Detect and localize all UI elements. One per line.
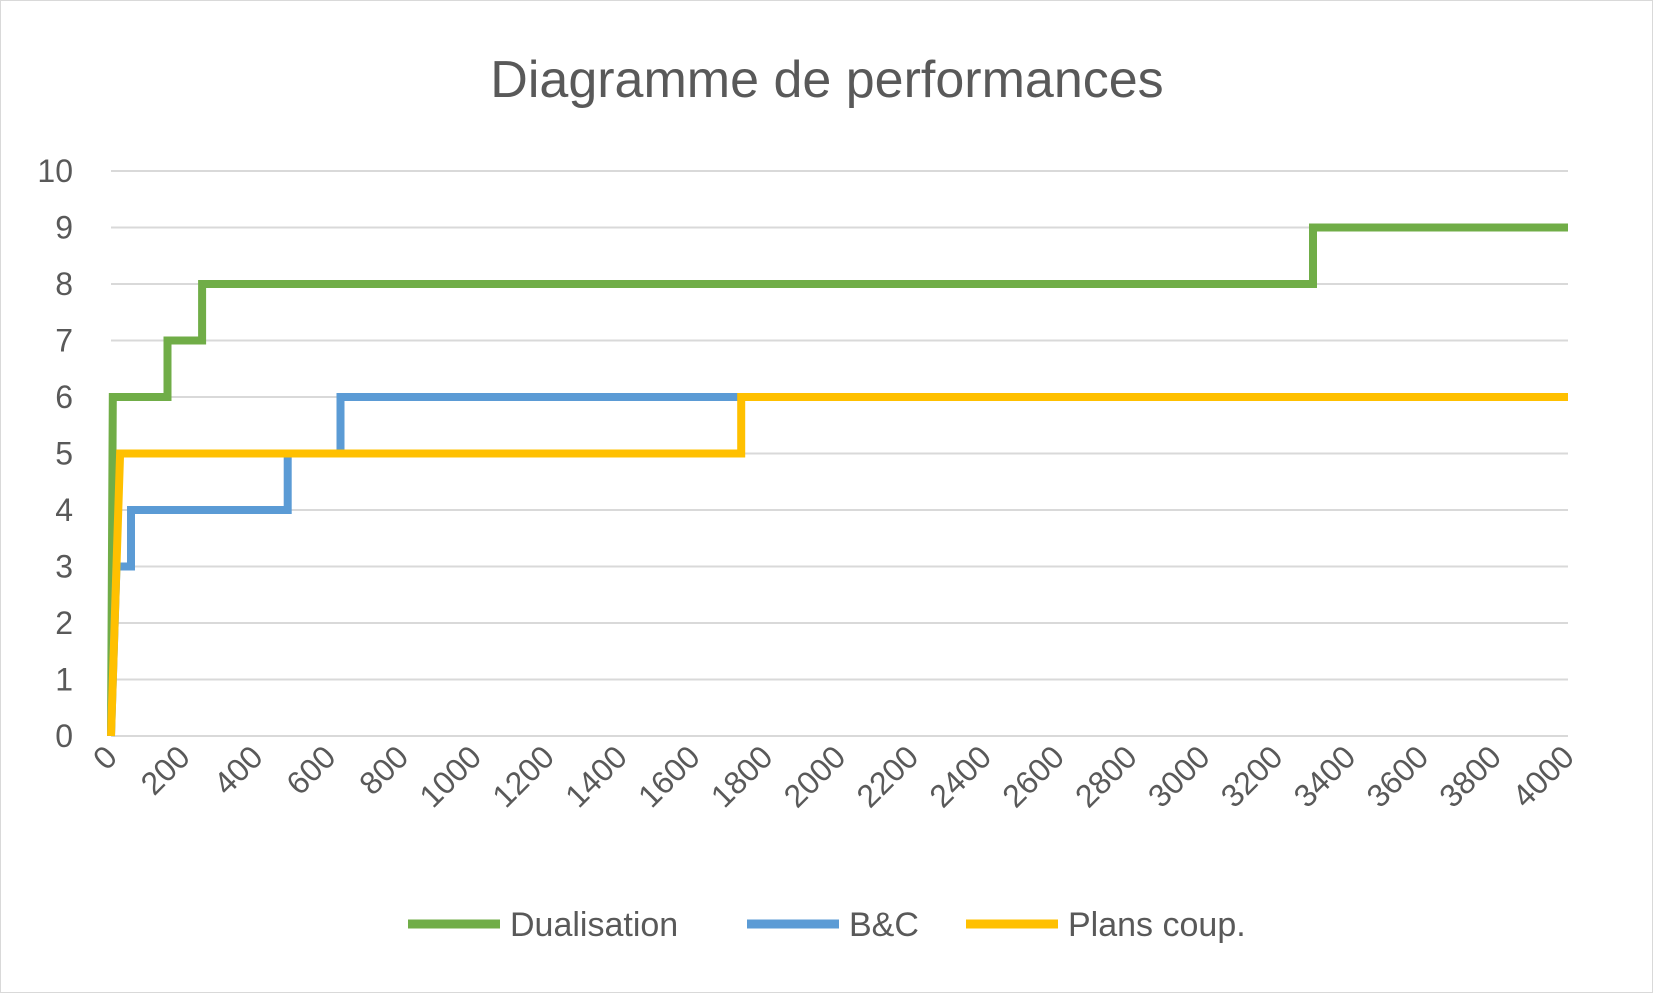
x-tick-label: 3200	[1214, 738, 1290, 814]
x-tick-label: 1600	[631, 738, 707, 814]
series-line-0	[107, 223, 1568, 737]
series-lines	[107, 223, 1568, 737]
y-tick-label: 5	[55, 436, 73, 472]
legend-label: B&C	[849, 906, 919, 944]
y-axis-tick-labels: 0 1 2 3 4 5 6 7 8 9 10	[37, 153, 73, 754]
x-tick-label: 800	[352, 738, 415, 801]
legend: Dualisation B&C Plans coup.	[408, 906, 1246, 944]
y-tick-label: 8	[55, 266, 73, 302]
y-tick-label: 1	[55, 662, 73, 698]
series-line-2	[107, 393, 1568, 737]
x-tick-label: 3800	[1432, 738, 1508, 814]
x-tick-label: 1800	[704, 738, 780, 814]
x-tick-label: 1000	[412, 738, 488, 814]
chart-title: Diagramme de performances	[490, 51, 1163, 109]
y-tick-label: 9	[55, 210, 73, 246]
x-axis-tick-labels: 0 200 400 600 800100012001400160018002000220…	[86, 738, 1581, 814]
x-tick-label: 2800	[1068, 738, 1144, 814]
x-tick-label: 2200	[850, 738, 926, 814]
x-tick-label: 600	[279, 738, 342, 801]
y-tick-label: 10	[37, 153, 73, 189]
x-tick-label: 1400	[558, 738, 634, 814]
x-tick-label: 3400	[1287, 738, 1363, 814]
x-tick-label: 400	[206, 738, 269, 801]
x-tick-label: 3600	[1359, 738, 1435, 814]
x-tick-label: 0	[86, 738, 124, 776]
y-tick-label: 3	[55, 549, 73, 585]
y-tick-label: 4	[55, 492, 73, 528]
x-tick-label: 2600	[995, 738, 1071, 814]
y-tick-label: 2	[55, 605, 73, 641]
legend-label: Plans coup.	[1068, 906, 1246, 944]
x-tick-label: 200	[134, 738, 197, 801]
x-tick-label: 1200	[485, 738, 561, 814]
y-tick-label: 0	[55, 718, 73, 754]
y-tick-label: 7	[55, 323, 73, 359]
x-tick-label: 4000	[1505, 738, 1581, 814]
series-line-1	[107, 393, 742, 737]
y-tick-label: 6	[55, 379, 73, 415]
x-tick-label: 2000	[777, 738, 853, 814]
x-tick-label: 2400	[922, 738, 998, 814]
legend-label: Dualisation	[510, 906, 678, 944]
x-tick-label: 3000	[1141, 738, 1217, 814]
